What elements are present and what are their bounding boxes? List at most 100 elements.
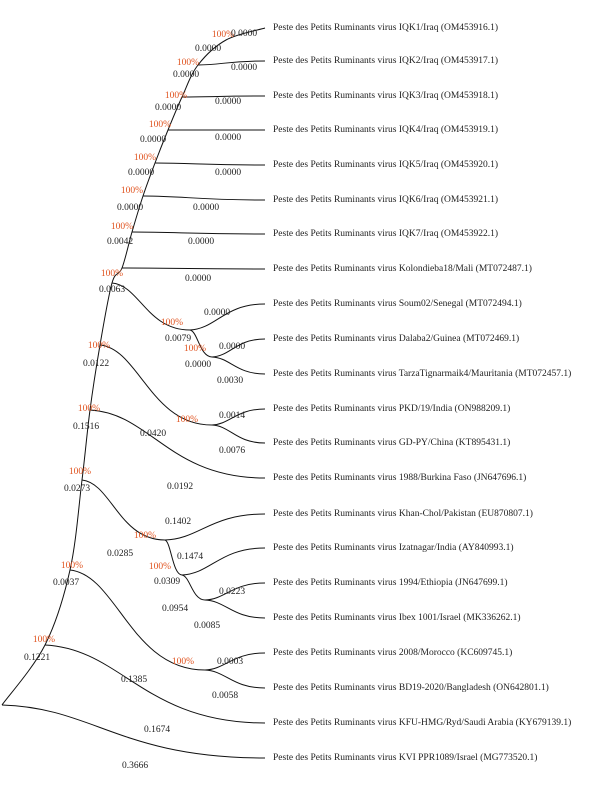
branch: [204, 599, 266, 619]
branch-length: 0.0000: [195, 44, 221, 54]
branch: [44, 644, 266, 724]
branch: [211, 356, 266, 375]
branch-length: 0.0954: [162, 604, 188, 614]
leaf-label: Peste des Petits Ruminants virus Izatnag…: [273, 542, 514, 553]
branch-length: 0.0000: [140, 135, 166, 145]
leaf-label: Peste des Petits Ruminants virus PKD/19/…: [273, 403, 510, 414]
branch: [99, 344, 213, 426]
leaf-label: Peste des Petits Ruminants virus IQK4/Ir…: [273, 124, 498, 135]
branch-length: 0.0309: [154, 577, 180, 587]
branch-length: 0.0000: [215, 133, 241, 143]
leaf-label: Peste des Petits Ruminants virus Khan-Ch…: [273, 508, 533, 519]
leaf-label: Peste des Petits Ruminants virus IQK1/Ir…: [273, 22, 498, 33]
branch: [154, 162, 266, 166]
backbone-branch: [1, 27, 266, 706]
branch-length: 0.0063: [99, 285, 125, 295]
branch: [111, 282, 191, 331]
branch-length: 0.0014: [219, 411, 245, 421]
branch-length: 0.0273: [64, 484, 90, 494]
branch: [211, 424, 266, 444]
support-value: 100%: [212, 30, 234, 40]
branch: [211, 338, 266, 358]
branch-length: 0.0223: [219, 587, 245, 597]
branch: [131, 231, 266, 235]
branch-length: 0.0003: [217, 657, 243, 667]
branch-length: 0.1474: [177, 552, 203, 562]
support-value: 100%: [134, 531, 156, 541]
branch: [197, 60, 266, 66]
branch-length: 0.0122: [83, 359, 109, 369]
branch: [204, 582, 266, 601]
leaf-label: Peste des Petits Ruminants virus IQK7/Ir…: [273, 228, 498, 239]
leaf-label: Peste des Petits Ruminants virus IQK2/Ir…: [273, 55, 498, 66]
branch-length: 0.0000: [231, 29, 257, 39]
support-value: 100%: [33, 635, 55, 645]
branch-length: 0.0000: [128, 168, 154, 178]
support-value: 100%: [184, 344, 206, 354]
branch-length: 0.0000: [185, 360, 211, 370]
branch: [181, 574, 206, 601]
branch-length: 0.0000: [188, 237, 214, 247]
branch-length: 0.0000: [155, 103, 181, 113]
branch-length: 0.0285: [107, 549, 133, 559]
support-value: 100%: [88, 341, 110, 351]
leaf-label: Peste des Petits Ruminants virus 1994/Et…: [273, 577, 508, 588]
branch: [204, 652, 266, 671]
branch: [181, 547, 266, 576]
branch: [189, 303, 266, 331]
branch-length: 0.0420: [140, 429, 166, 439]
branch: [142, 195, 266, 201]
leaf-label: Peste des Petits Ruminants virus IQK6/Ir…: [273, 194, 498, 205]
branch: [164, 513, 266, 541]
support-value: 100%: [149, 562, 171, 572]
branch-length: 0.1402: [165, 517, 191, 527]
branch-length: 0.1516: [73, 422, 99, 432]
branch: [204, 669, 266, 689]
branch-length: 0.0000: [185, 274, 211, 284]
branch: [89, 409, 266, 479]
branch: [69, 569, 206, 671]
branch: [1, 704, 266, 759]
branch-length: 0.0030: [217, 376, 243, 386]
branch-length: 0.0000: [219, 342, 245, 352]
branch-length: 0.0076: [219, 446, 245, 456]
support-value: 100%: [165, 91, 187, 101]
leaf-label: Peste des Petits Ruminants virus Soum02/…: [273, 298, 522, 309]
branch-length: 0.0000: [173, 70, 199, 80]
branch-length: 0.3666: [122, 761, 148, 771]
branch-length: 0.1385: [121, 675, 147, 685]
branch-length: 0.0000: [215, 97, 241, 107]
branch-length: 0.0000: [204, 308, 230, 318]
support-value: 100%: [111, 222, 133, 232]
leaf-label: Peste des Petits Ruminants virus Kolondi…: [273, 263, 532, 274]
support-value: 100%: [69, 467, 91, 477]
leaf-label: Peste des Petits Ruminants virus TarzaTi…: [273, 368, 571, 379]
branch-length: 0.0192: [167, 482, 193, 492]
leaf-label: Peste des Petits Ruminants virus BD19-20…: [273, 682, 549, 693]
leaf-label: Peste des Petits Ruminants virus KVI PPR…: [273, 752, 537, 763]
branch: [164, 539, 183, 576]
branch-length: 0.0000: [117, 203, 143, 213]
branch-length: 0.1674: [144, 725, 170, 735]
leaf-label: Peste des Petits Ruminants virus Dalaba2…: [273, 333, 519, 344]
support-value: 100%: [78, 404, 100, 414]
branch: [81, 479, 166, 541]
support-value: 100%: [134, 153, 156, 163]
support-value: 100%: [161, 318, 183, 328]
branch: [189, 329, 213, 358]
branch: [181, 95, 266, 98]
leaf-label: Peste des Petits Ruminants virus IQK5/Ir…: [273, 159, 498, 170]
leaf-label: Peste des Petits Ruminants virus 2008/Mo…: [273, 647, 512, 658]
branch: [211, 408, 266, 426]
branch-length: 0.0042: [107, 237, 133, 247]
leaf-label: Peste des Petits Ruminants virus GD-PY/C…: [273, 437, 510, 448]
support-value: 100%: [101, 269, 123, 279]
leaf-label: Peste des Petits Ruminants virus KFU-HMG…: [273, 717, 571, 728]
branch-length: 0.0000: [215, 168, 241, 178]
branch-length: 0.0079: [165, 334, 191, 344]
branch-length: 0.0000: [231, 63, 257, 73]
branch-length: 0.1221: [24, 653, 50, 663]
branch-length: 0.0058: [212, 691, 238, 701]
leaf-label: Peste des Petits Ruminants virus Ibex 10…: [273, 612, 521, 623]
